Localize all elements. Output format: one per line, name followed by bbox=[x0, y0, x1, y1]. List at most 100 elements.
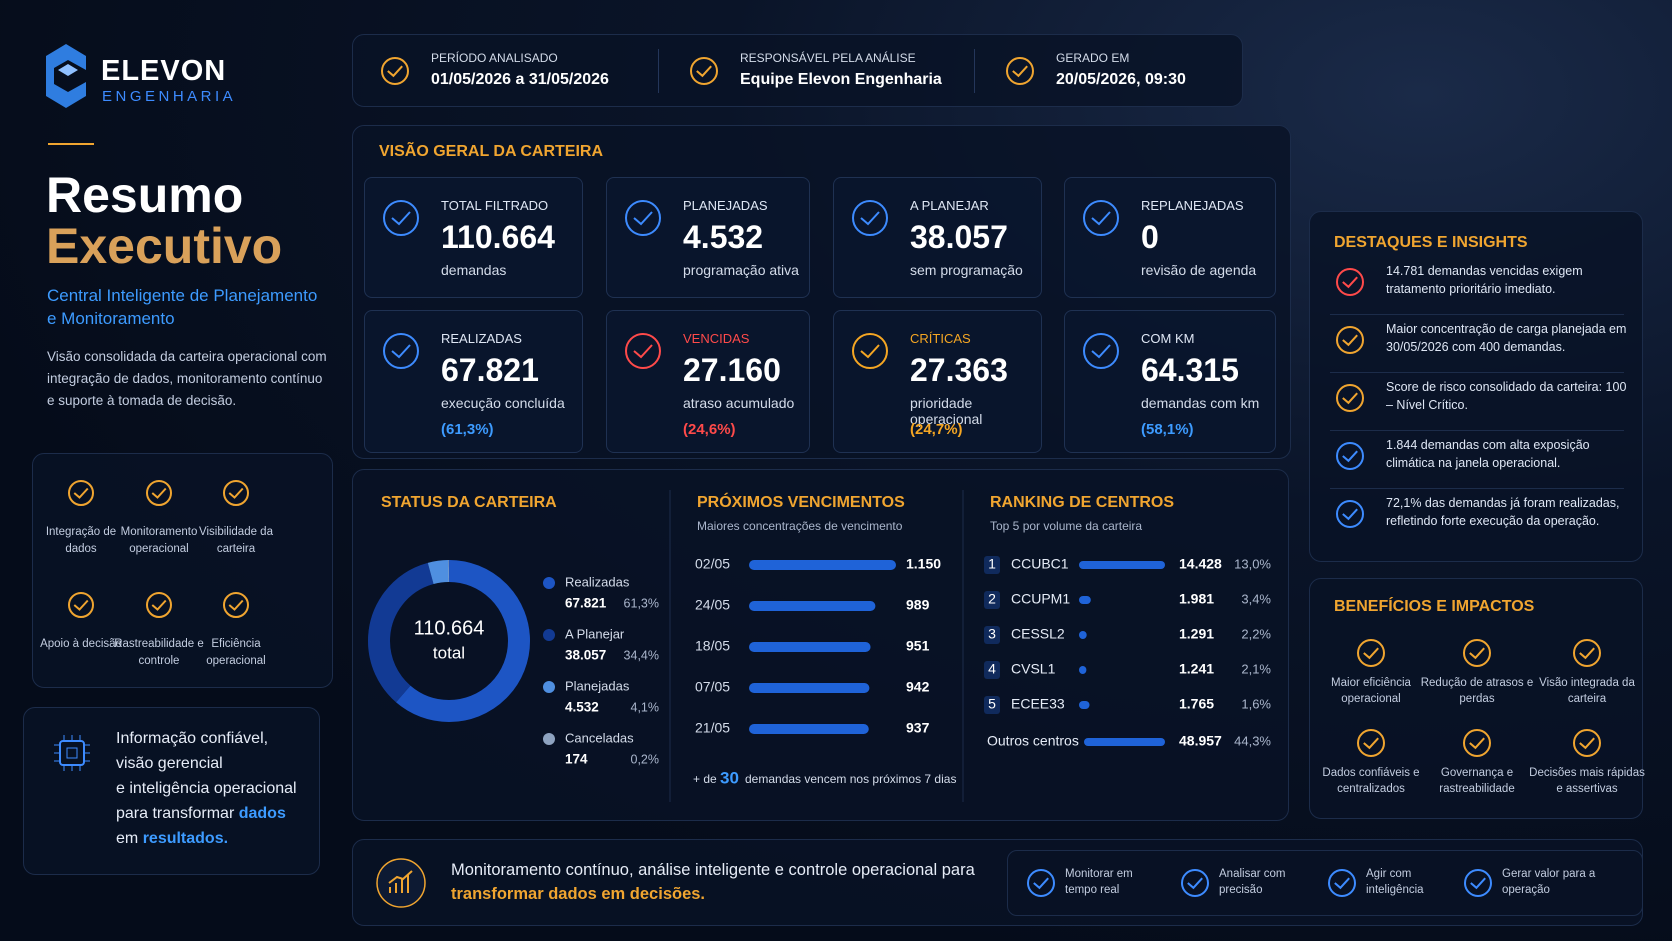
description: Visão consolidada da carteira operaciona… bbox=[47, 349, 327, 408]
icon bbox=[1463, 729, 1491, 757]
kpi-card: A PLANEJAR 38.057 sem programação bbox=[833, 177, 1042, 298]
insight-text: 14.781 demandas vencidas exigem tratamen… bbox=[1386, 264, 1583, 296]
center-name: CVSL1 bbox=[1011, 661, 1056, 677]
analysis-panel: STATUS DA CARTEIRA 110.664 total Realizadas… bbox=[352, 469, 1289, 821]
legend-swatch bbox=[543, 629, 555, 641]
due-bar bbox=[749, 683, 870, 693]
callout-panel: Informação confiável, visão gerencial e … bbox=[23, 707, 320, 875]
due-value: 942 bbox=[906, 679, 930, 695]
callout-highlight: resultados. bbox=[142, 830, 229, 847]
callout-line: em resultados. bbox=[116, 826, 297, 851]
kpi-caption: sem programação bbox=[910, 262, 1023, 278]
center-bar bbox=[1079, 561, 1165, 569]
icon bbox=[1357, 729, 1385, 757]
title-line2: Executivo bbox=[46, 218, 283, 274]
kpi-card: PLANEJADAS 4.532 programação ativa bbox=[606, 177, 810, 298]
legend-value: 4.532 bbox=[565, 700, 599, 715]
callout-line: e inteligência operacional bbox=[116, 780, 297, 797]
feature-label: Integração de dados bbox=[45, 526, 117, 555]
features-panel: Integração de dados Monitoramento operaci… bbox=[32, 453, 333, 688]
donut-segment bbox=[368, 560, 530, 722]
callout-line: para transformar dados bbox=[116, 801, 297, 826]
legend-value: 38.057 bbox=[565, 648, 606, 663]
center-name: CCUPM1 bbox=[1011, 591, 1070, 607]
icon-ring bbox=[1006, 57, 1034, 85]
icon-glyph bbox=[1342, 508, 1358, 521]
action-label: Gerar valor para a operação bbox=[1502, 868, 1596, 896]
icon bbox=[146, 480, 172, 506]
kpi-label: REALIZADAS bbox=[441, 331, 522, 346]
kpi-value: 27.363 bbox=[910, 352, 1008, 388]
separator bbox=[658, 49, 659, 93]
rank-badge bbox=[984, 626, 1000, 644]
header-label: RESPONSÁVEL PELA ANÁLISE bbox=[740, 51, 916, 65]
icon-ring bbox=[1336, 442, 1364, 470]
callout-text: Informação confiável, visão gerencial e … bbox=[116, 726, 297, 851]
separator bbox=[1330, 430, 1624, 431]
icon-ring bbox=[1336, 384, 1364, 412]
legend-share: 61,3% bbox=[624, 596, 659, 610]
feature-label: Monitoramento operacional bbox=[120, 526, 198, 555]
chip-icon bbox=[54, 735, 90, 771]
due-date: 24/05 bbox=[695, 597, 730, 613]
kpi-value: 0 bbox=[1141, 219, 1159, 255]
center-name: Outros centros bbox=[987, 733, 1079, 749]
legend-value: 67.821 bbox=[565, 596, 607, 611]
legend-label: Planejadas bbox=[565, 678, 630, 693]
icon-ring bbox=[625, 333, 661, 369]
icon-ring bbox=[1464, 869, 1492, 897]
separator bbox=[974, 49, 975, 93]
icon-glyph bbox=[1342, 276, 1358, 289]
rank-badge bbox=[984, 591, 1000, 609]
center-share: 44,3% bbox=[1234, 733, 1271, 748]
kpi-percent: (24,6%) bbox=[683, 421, 736, 438]
due-date: 18/05 bbox=[695, 638, 730, 654]
due-bar bbox=[749, 642, 871, 652]
center-share: 1,6% bbox=[1241, 696, 1271, 711]
due-value: 937 bbox=[906, 720, 930, 736]
header-bar: PERÍODO ANALISADO 01/05/2026 a 31/05/2026… bbox=[352, 34, 1243, 107]
section-title: DESTAQUES E INSIGHTS bbox=[1334, 234, 1528, 251]
kpi-label: PLANEJADAS bbox=[683, 198, 768, 213]
kpi-label: CRÍTICAS bbox=[910, 331, 971, 346]
center-value: 1.291 bbox=[1179, 626, 1214, 642]
kpi-card: VENCIDAS 27.160 atraso acumulado (24,6%) bbox=[606, 310, 810, 453]
icon bbox=[1181, 869, 1209, 897]
brand-name: ELEVON bbox=[101, 55, 227, 87]
icon-glyph bbox=[391, 344, 411, 359]
icon-ring bbox=[223, 592, 249, 618]
title-line1: Resumo bbox=[46, 167, 244, 223]
feature-label: Eficiência operacional bbox=[206, 638, 266, 667]
icon-ring bbox=[690, 57, 718, 85]
icon-glyph bbox=[633, 211, 653, 226]
legend-swatch bbox=[543, 733, 555, 745]
legend-label: Realizadas bbox=[565, 574, 630, 589]
note: demandas vencem nos próximos 7 dias bbox=[745, 772, 956, 786]
icon bbox=[852, 333, 888, 369]
insight-text: Score de risco consolidado da carteira: … bbox=[1386, 380, 1627, 412]
rank-number: 5 bbox=[988, 696, 996, 712]
donut-center-value: 110.664 bbox=[414, 617, 485, 639]
legend-share: 0,2% bbox=[631, 752, 660, 766]
kpi-value: 27.160 bbox=[683, 352, 781, 388]
kpi-card: COM KM 64.315 demandas com km (58,1%) bbox=[1064, 310, 1276, 453]
note: + de bbox=[693, 772, 717, 786]
analysis-chart: STATUS DA CARTEIRA 110.664 total Realizadas… bbox=[368, 490, 1271, 802]
header-label: GERADO EM bbox=[1056, 51, 1130, 65]
note-number: 30 bbox=[720, 768, 739, 787]
kpi-caption: execução concluída bbox=[441, 395, 565, 411]
icon bbox=[381, 57, 409, 85]
callout-line: visão gerencial bbox=[116, 755, 223, 772]
rank-number: 3 bbox=[988, 626, 996, 642]
icon-glyph bbox=[1033, 877, 1049, 890]
callout-highlight: dados bbox=[238, 805, 286, 822]
icon-ring bbox=[383, 333, 419, 369]
due-value: 989 bbox=[906, 597, 930, 613]
icon-glyph bbox=[1470, 877, 1486, 890]
icon-glyph bbox=[633, 344, 653, 359]
insight-text: 1.844 demandas com alta exposição climát… bbox=[1386, 438, 1590, 470]
icon bbox=[1336, 500, 1364, 528]
legend-label: Canceladas bbox=[565, 730, 634, 745]
icon-glyph bbox=[228, 599, 244, 611]
center-name: CCUBC1 bbox=[1011, 556, 1069, 572]
